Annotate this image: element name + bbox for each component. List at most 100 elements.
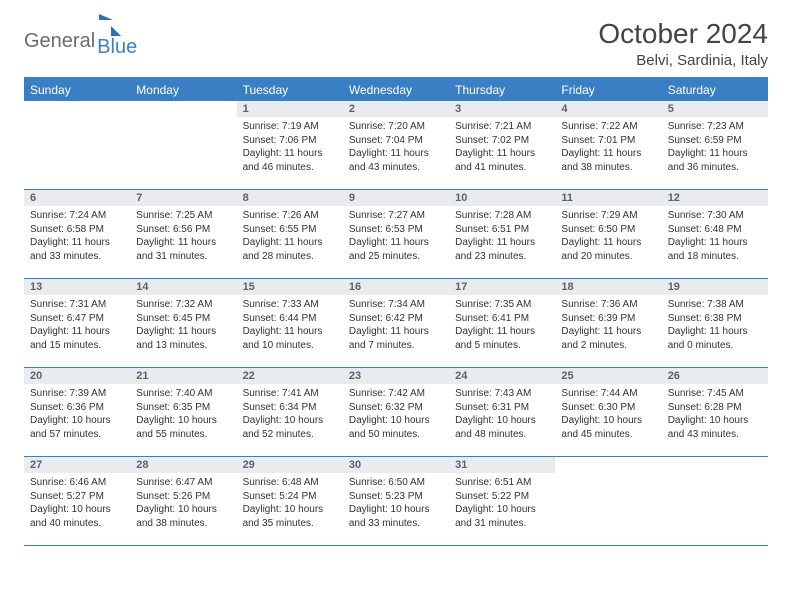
day-number: 20: [24, 368, 130, 384]
day-body: Sunrise: 7:24 AMSunset: 6:58 PMDaylight:…: [24, 206, 130, 267]
day-number: 8: [237, 190, 343, 206]
day-number: 10: [449, 190, 555, 206]
day-number: 23: [343, 368, 449, 384]
calendar-day-cell: 12Sunrise: 7:30 AMSunset: 6:48 PMDayligh…: [662, 190, 768, 279]
day-number: 25: [555, 368, 661, 384]
day-body: Sunrise: 7:33 AMSunset: 6:44 PMDaylight:…: [237, 295, 343, 356]
calendar-day-cell: [130, 101, 236, 190]
day-body: Sunrise: 7:39 AMSunset: 6:36 PMDaylight:…: [24, 384, 130, 445]
calendar-day-cell: 10Sunrise: 7:28 AMSunset: 6:51 PMDayligh…: [449, 190, 555, 279]
weekday-header: Monday: [130, 78, 236, 101]
calendar-week-row: 20Sunrise: 7:39 AMSunset: 6:36 PMDayligh…: [24, 368, 768, 457]
calendar-day-cell: 11Sunrise: 7:29 AMSunset: 6:50 PMDayligh…: [555, 190, 661, 279]
calendar-day-cell: 20Sunrise: 7:39 AMSunset: 6:36 PMDayligh…: [24, 368, 130, 457]
page: General Blue October 2024 Belvi, Sardini…: [0, 0, 792, 564]
calendar-day-cell: 15Sunrise: 7:33 AMSunset: 6:44 PMDayligh…: [237, 279, 343, 368]
location: Belvi, Sardinia, Italy: [598, 52, 768, 69]
calendar-day-cell: 24Sunrise: 7:43 AMSunset: 6:31 PMDayligh…: [449, 368, 555, 457]
calendar-body: 1Sunrise: 7:19 AMSunset: 7:06 PMDaylight…: [24, 101, 768, 546]
calendar-day-cell: 1Sunrise: 7:19 AMSunset: 7:06 PMDaylight…: [237, 101, 343, 190]
day-number: 1: [237, 101, 343, 117]
calendar-day-cell: 28Sunrise: 6:47 AMSunset: 5:26 PMDayligh…: [130, 457, 236, 546]
weekday-header: Saturday: [662, 78, 768, 101]
calendar-day-cell: 2Sunrise: 7:20 AMSunset: 7:04 PMDaylight…: [343, 101, 449, 190]
day-number: 29: [237, 457, 343, 473]
weekday-header: Thursday: [449, 78, 555, 101]
calendar-week-row: 27Sunrise: 6:46 AMSunset: 5:27 PMDayligh…: [24, 457, 768, 546]
calendar-week-row: 13Sunrise: 7:31 AMSunset: 6:47 PMDayligh…: [24, 279, 768, 368]
day-body: Sunrise: 7:34 AMSunset: 6:42 PMDaylight:…: [343, 295, 449, 356]
day-number: 3: [449, 101, 555, 117]
day-body: Sunrise: 7:44 AMSunset: 6:30 PMDaylight:…: [555, 384, 661, 445]
day-number: 30: [343, 457, 449, 473]
day-number: 28: [130, 457, 236, 473]
day-number: 2: [343, 101, 449, 117]
day-body: Sunrise: 6:46 AMSunset: 5:27 PMDaylight:…: [24, 473, 130, 534]
logo-triangle2-icon: [111, 26, 121, 36]
calendar-day-cell: 22Sunrise: 7:41 AMSunset: 6:34 PMDayligh…: [237, 368, 343, 457]
day-body: Sunrise: 7:20 AMSunset: 7:04 PMDaylight:…: [343, 117, 449, 178]
weekday-header: Tuesday: [237, 78, 343, 101]
header: General Blue October 2024 Belvi, Sardini…: [24, 18, 768, 69]
calendar-week-row: 6Sunrise: 7:24 AMSunset: 6:58 PMDaylight…: [24, 190, 768, 279]
logo: General Blue: [24, 24, 137, 59]
calendar-day-cell: 31Sunrise: 6:51 AMSunset: 5:22 PMDayligh…: [449, 457, 555, 546]
day-number: 4: [555, 101, 661, 117]
calendar-day-cell: 4Sunrise: 7:22 AMSunset: 7:01 PMDaylight…: [555, 101, 661, 190]
calendar-day-cell: 8Sunrise: 7:26 AMSunset: 6:55 PMDaylight…: [237, 190, 343, 279]
calendar-day-cell: 23Sunrise: 7:42 AMSunset: 6:32 PMDayligh…: [343, 368, 449, 457]
calendar-day-cell: 26Sunrise: 7:45 AMSunset: 6:28 PMDayligh…: [662, 368, 768, 457]
day-number: 7: [130, 190, 236, 206]
day-number: 15: [237, 279, 343, 295]
day-body: Sunrise: 7:25 AMSunset: 6:56 PMDaylight:…: [130, 206, 236, 267]
day-number: 9: [343, 190, 449, 206]
day-body: Sunrise: 6:50 AMSunset: 5:23 PMDaylight:…: [343, 473, 449, 534]
calendar-day-cell: 7Sunrise: 7:25 AMSunset: 6:56 PMDaylight…: [130, 190, 236, 279]
day-body: Sunrise: 7:32 AMSunset: 6:45 PMDaylight:…: [130, 295, 236, 356]
day-number: 27: [24, 457, 130, 473]
day-body: Sunrise: 6:51 AMSunset: 5:22 PMDaylight:…: [449, 473, 555, 534]
month-title: October 2024: [598, 18, 768, 50]
weekday-header: Sunday: [24, 78, 130, 101]
weekday-header: Friday: [555, 78, 661, 101]
calendar-table: SundayMondayTuesdayWednesdayThursdayFrid…: [24, 77, 768, 546]
day-body: Sunrise: 7:22 AMSunset: 7:01 PMDaylight:…: [555, 117, 661, 178]
logo-triangle-icon: [99, 14, 113, 20]
day-number: 12: [662, 190, 768, 206]
day-body: Sunrise: 7:27 AMSunset: 6:53 PMDaylight:…: [343, 206, 449, 267]
calendar-day-cell: 18Sunrise: 7:36 AMSunset: 6:39 PMDayligh…: [555, 279, 661, 368]
day-body: Sunrise: 7:28 AMSunset: 6:51 PMDaylight:…: [449, 206, 555, 267]
day-body: Sunrise: 7:35 AMSunset: 6:41 PMDaylight:…: [449, 295, 555, 356]
calendar-day-cell: 30Sunrise: 6:50 AMSunset: 5:23 PMDayligh…: [343, 457, 449, 546]
day-body: Sunrise: 7:41 AMSunset: 6:34 PMDaylight:…: [237, 384, 343, 445]
weekday-header-row: SundayMondayTuesdayWednesdayThursdayFrid…: [24, 78, 768, 101]
weekday-header: Wednesday: [343, 78, 449, 101]
day-body: Sunrise: 7:38 AMSunset: 6:38 PMDaylight:…: [662, 295, 768, 356]
day-number: 19: [662, 279, 768, 295]
calendar-day-cell: 9Sunrise: 7:27 AMSunset: 6:53 PMDaylight…: [343, 190, 449, 279]
day-body: Sunrise: 7:42 AMSunset: 6:32 PMDaylight:…: [343, 384, 449, 445]
calendar-day-cell: 17Sunrise: 7:35 AMSunset: 6:41 PMDayligh…: [449, 279, 555, 368]
calendar-day-cell: [662, 457, 768, 546]
day-body: Sunrise: 7:36 AMSunset: 6:39 PMDaylight:…: [555, 295, 661, 356]
day-body: Sunrise: 7:31 AMSunset: 6:47 PMDaylight:…: [24, 295, 130, 356]
title-block: October 2024 Belvi, Sardinia, Italy: [598, 18, 768, 69]
logo-text-general: General: [24, 30, 95, 53]
day-body: Sunrise: 7:26 AMSunset: 6:55 PMDaylight:…: [237, 206, 343, 267]
calendar-week-row: 1Sunrise: 7:19 AMSunset: 7:06 PMDaylight…: [24, 101, 768, 190]
calendar-day-cell: 25Sunrise: 7:44 AMSunset: 6:30 PMDayligh…: [555, 368, 661, 457]
day-number: 11: [555, 190, 661, 206]
day-number: 22: [237, 368, 343, 384]
day-number: 17: [449, 279, 555, 295]
calendar-day-cell: [555, 457, 661, 546]
calendar-day-cell: 16Sunrise: 7:34 AMSunset: 6:42 PMDayligh…: [343, 279, 449, 368]
day-body: Sunrise: 7:43 AMSunset: 6:31 PMDaylight:…: [449, 384, 555, 445]
day-number: 26: [662, 368, 768, 384]
day-number: 6: [24, 190, 130, 206]
calendar-day-cell: 5Sunrise: 7:23 AMSunset: 6:59 PMDaylight…: [662, 101, 768, 190]
day-body: Sunrise: 7:21 AMSunset: 7:02 PMDaylight:…: [449, 117, 555, 178]
calendar-day-cell: 29Sunrise: 6:48 AMSunset: 5:24 PMDayligh…: [237, 457, 343, 546]
day-body: Sunrise: 7:45 AMSunset: 6:28 PMDaylight:…: [662, 384, 768, 445]
logo-text-blue: Blue: [97, 36, 137, 59]
calendar-day-cell: 19Sunrise: 7:38 AMSunset: 6:38 PMDayligh…: [662, 279, 768, 368]
